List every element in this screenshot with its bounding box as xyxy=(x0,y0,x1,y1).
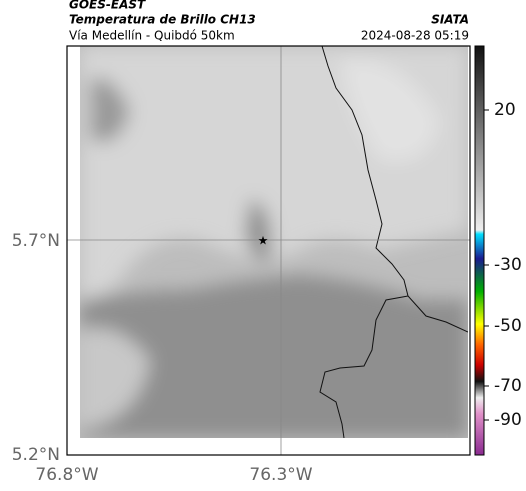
colorbar xyxy=(474,45,485,456)
lat-label: 5.7°N xyxy=(12,231,60,251)
title: Temperatura de Brillo CH13 xyxy=(69,13,256,27)
lon-label: 76.8°W xyxy=(35,465,98,485)
product: GOES-EAST xyxy=(69,0,146,12)
map-frame xyxy=(66,45,471,456)
colorbar-label: -90 xyxy=(494,410,522,430)
colorbar-label: 20 xyxy=(494,100,516,120)
lon-label: 76.3°W xyxy=(249,465,312,485)
location-star: ★ xyxy=(258,234,269,248)
subtitle: Vía Medellín - Quibdó 50km xyxy=(69,29,235,43)
lat-label: 5.2°N xyxy=(12,445,60,465)
satellite-image xyxy=(80,46,468,438)
colorbar-label: -70 xyxy=(494,376,522,396)
datetime: 2024-08-28 05:19 xyxy=(361,29,469,43)
colorbar-label: -30 xyxy=(494,255,522,275)
source: SIATA xyxy=(431,13,469,27)
colorbar-label: -50 xyxy=(494,316,522,336)
